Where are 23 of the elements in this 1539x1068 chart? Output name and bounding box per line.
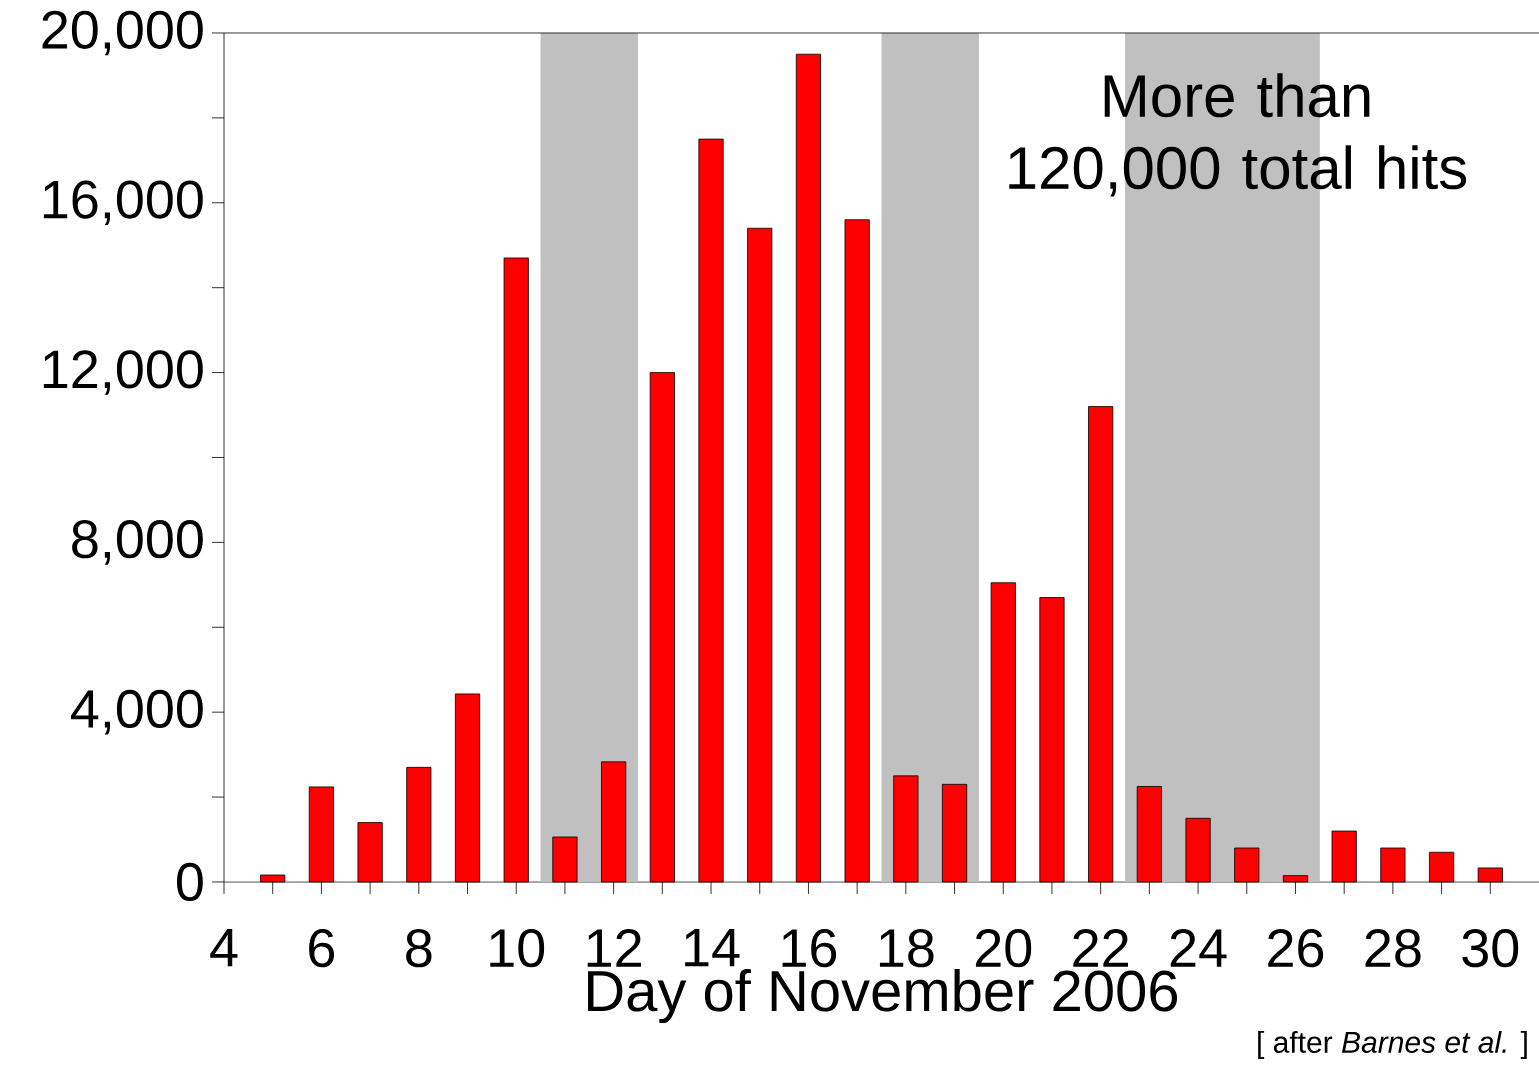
text: [ after Barnes et al. ] xyxy=(1258,1030,1527,1059)
x-tick-label: 4 xyxy=(210,929,238,967)
x-tick-label: 18 xyxy=(879,929,934,968)
y-tick-label: 16,000 xyxy=(43,180,203,226)
y-tick-label: 0 xyxy=(177,862,203,902)
annotation: More than 120,000 total hits xyxy=(1009,73,1467,197)
x-axis-title: Day of November 2006 xyxy=(588,969,1178,1024)
y-tick-label: 12,000 xyxy=(43,350,203,395)
x-tick-label: 30 xyxy=(1462,929,1519,968)
x-tick-label: 8 xyxy=(406,929,432,968)
y-tick-label: 20,000 xyxy=(42,10,203,56)
x-tick-label: 16 xyxy=(782,929,837,968)
x-tick-label: 24 xyxy=(1170,929,1227,967)
x-tick-label: 26 xyxy=(1268,929,1324,968)
x-tick-label: 10 xyxy=(490,929,545,968)
x-tick-label: 22 xyxy=(1073,929,1128,967)
x-tick-label: 20 xyxy=(975,929,1032,968)
x-tick-label: 12 xyxy=(587,929,641,967)
x-tick-label: 6 xyxy=(309,929,335,968)
y-tick-label: 8,000 xyxy=(72,520,203,565)
y-tick-label: 4,000 xyxy=(71,689,203,735)
x-tick-label: 28 xyxy=(1365,929,1421,968)
x-tick-label: 14 xyxy=(685,929,740,967)
